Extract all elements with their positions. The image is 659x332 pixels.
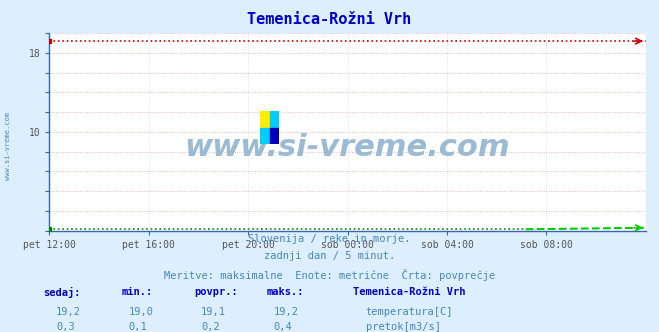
Text: min.:: min.:	[122, 287, 153, 297]
Bar	[260, 128, 270, 144]
Text: 0,2: 0,2	[201, 322, 219, 332]
Text: pretok[m3/s]: pretok[m3/s]	[366, 322, 441, 332]
Text: 19,2: 19,2	[273, 307, 299, 317]
Text: povpr.:: povpr.:	[194, 287, 238, 297]
Text: Meritve: maksimalne  Enote: metrične  Črta: povprečje: Meritve: maksimalne Enote: metrične Črta…	[164, 269, 495, 281]
Text: 19,2: 19,2	[56, 307, 81, 317]
Text: 0,4: 0,4	[273, 322, 292, 332]
Text: zadnji dan / 5 minut.: zadnji dan / 5 minut.	[264, 251, 395, 261]
Bar	[270, 128, 279, 144]
Text: 19,1: 19,1	[201, 307, 226, 317]
Text: Temenica-Rožni Vrh: Temenica-Rožni Vrh	[247, 12, 412, 27]
Text: maks.:: maks.:	[267, 287, 304, 297]
Text: Temenica-Rožni Vrh: Temenica-Rožni Vrh	[353, 287, 465, 297]
Text: temperatura[C]: temperatura[C]	[366, 307, 453, 317]
Text: www.si-vreme.com: www.si-vreme.com	[185, 133, 511, 162]
Text: sedaj:: sedaj:	[43, 287, 80, 298]
Text: 0,1: 0,1	[129, 322, 147, 332]
Bar	[260, 111, 270, 128]
Text: 0,3: 0,3	[56, 322, 74, 332]
Bar	[270, 111, 279, 128]
Text: Slovenija / reke in morje.: Slovenija / reke in morje.	[248, 234, 411, 244]
Text: 19,0: 19,0	[129, 307, 154, 317]
Text: www.si-vreme.com: www.si-vreme.com	[5, 112, 11, 180]
